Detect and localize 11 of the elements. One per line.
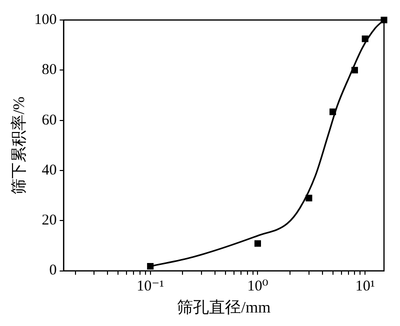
x-axis-title: 筛孔直径/mm [177,298,272,317]
y-tick-label: 20 [42,212,57,229]
y-tick-label: 40 [42,162,57,178]
y-axis-title: 筛下累积率/% [10,96,28,194]
x-tick-label: 10¹ [355,278,375,295]
x-tick-label: 10⁻¹ [136,278,164,295]
y-tick-label: 60 [42,112,57,128]
x-tick-label: 10⁰ [247,278,268,295]
y-tick-label: 100 [34,12,57,28]
y-tick-label: 0 [49,262,57,279]
y-tick-label: 80 [42,62,57,78]
